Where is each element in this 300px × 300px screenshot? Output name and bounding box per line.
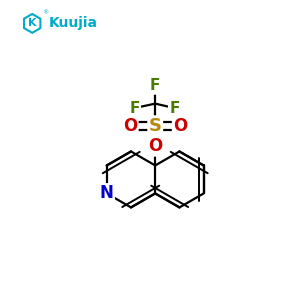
Text: F: F xyxy=(129,100,140,116)
Text: K: K xyxy=(28,18,37,28)
Text: O: O xyxy=(123,117,137,135)
Text: O: O xyxy=(148,137,162,155)
Text: Kuujia: Kuujia xyxy=(48,16,98,30)
Text: F: F xyxy=(150,79,160,94)
Text: O: O xyxy=(173,117,188,135)
Text: N: N xyxy=(100,184,114,202)
Text: S: S xyxy=(149,117,162,135)
Text: ®: ® xyxy=(42,10,48,15)
Text: F: F xyxy=(169,100,179,116)
